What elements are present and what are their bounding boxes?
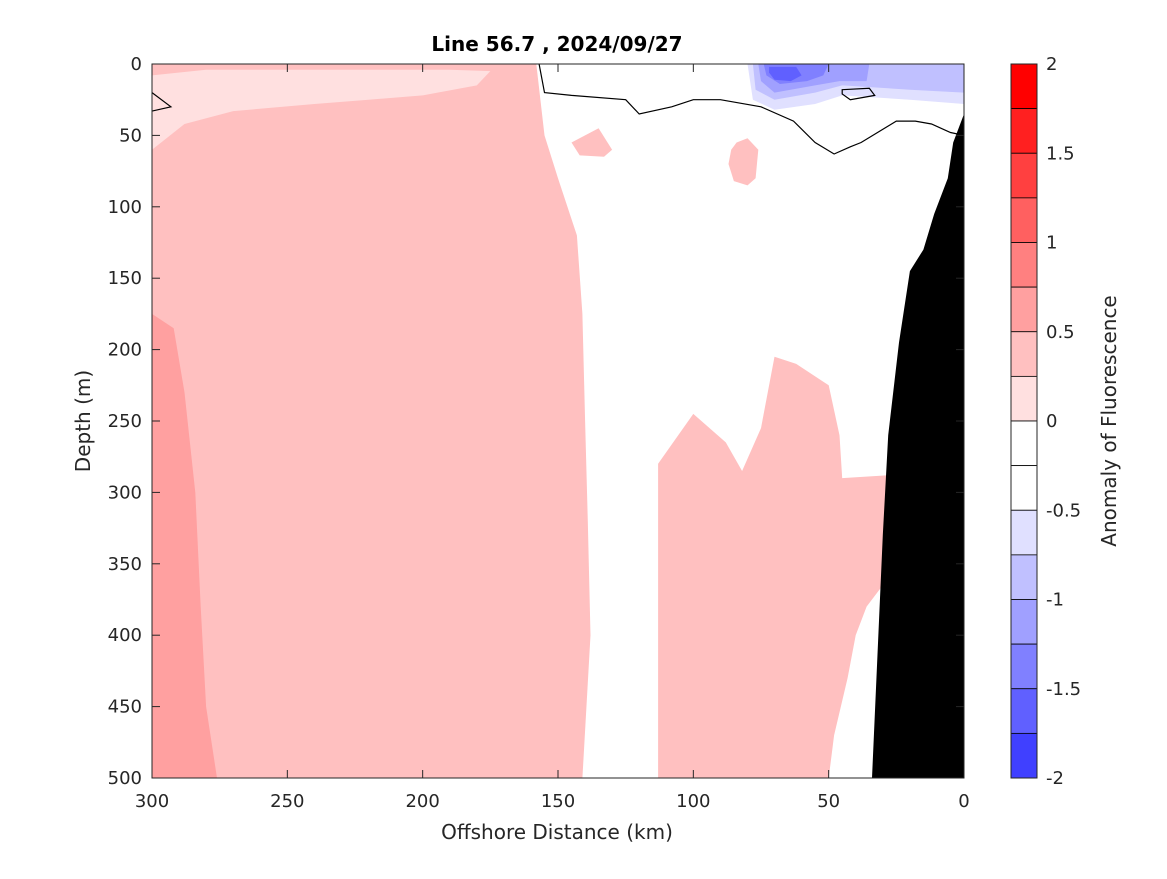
colorbar-segment: [1010, 599, 1038, 645]
colorbar-segment: [1010, 242, 1038, 288]
contour-region-4: [571, 128, 613, 157]
contour-lines: [152, 64, 964, 155]
x-tick-label: 300: [135, 791, 169, 812]
colorbar-tick-label: 1: [1046, 233, 1057, 254]
contour-region-12: [769, 66, 802, 82]
colorbar-segment: [1010, 732, 1038, 779]
y-axis-label: Depth (m): [71, 370, 95, 472]
x-tick-label: 200: [405, 791, 439, 812]
colorbar-segment: [1010, 197, 1038, 243]
colorbar-tick-label: 2: [1046, 54, 1057, 75]
colorbar-segment: [1010, 108, 1038, 154]
x-tick-label: 250: [270, 791, 304, 812]
colorbar-frame: [1010, 63, 1038, 779]
colorbar-segment: [1010, 420, 1038, 467]
colorbar-tick-label: -0.5: [1046, 500, 1081, 521]
colorbar-tick-label: -1: [1046, 590, 1064, 611]
x-axis-label: Offshore Distance (km): [441, 820, 673, 844]
colorbar-segment: [1010, 63, 1038, 110]
small-contour: [841, 87, 876, 101]
colorbar-segment: [1010, 465, 1038, 511]
colorbar-tick-label: 0.5: [1046, 322, 1075, 343]
y-tick-label: 400: [108, 625, 142, 646]
zero-contour-line: [538, 64, 964, 155]
x-tick-label: 50: [817, 791, 840, 812]
contour-region-0: [152, 64, 591, 778]
contour-region-3: [728, 138, 759, 186]
contour-region-2: [658, 356, 889, 778]
y-tick-label: 250: [108, 411, 142, 432]
colorbar-label: Anomaly of Fluorescence: [1097, 295, 1121, 546]
colorbar-segment: [1010, 375, 1038, 422]
y-tick-label: 350: [108, 554, 142, 575]
y-tick-label: 0: [131, 54, 142, 75]
x-tick-label: 150: [541, 791, 575, 812]
y-tick-label: 100: [108, 197, 142, 218]
contour-regions: [152, 64, 964, 778]
colorbar-tick-label: -1.5: [1046, 679, 1081, 700]
y-tick-label: 200: [108, 340, 142, 361]
x-tick-label: 0: [958, 791, 969, 812]
colorbar-segment: [1010, 509, 1038, 556]
colorbar-segment: [1010, 554, 1038, 600]
colorbar-segment: [1010, 152, 1038, 199]
y-tick-label: 500: [108, 768, 142, 789]
colorbar-tick-label: -2: [1046, 768, 1064, 789]
zero-contour-left: [152, 92, 173, 112]
x-tick-label: 100: [676, 791, 710, 812]
y-tick-label: 450: [108, 697, 142, 718]
y-tick-label: 150: [108, 268, 142, 289]
colorbar-segment: [1010, 286, 1038, 333]
contour-region-1: [152, 313, 217, 778]
y-tick-label: 300: [108, 482, 142, 503]
y-tick-label: 50: [119, 125, 142, 146]
chart-title: Line 56.7 , 2024/09/27: [431, 32, 682, 56]
x-axis: 300 250 200 150 100 50 0: [135, 64, 970, 812]
y-axis: 0 50 100 150 200 250 300 350 400 450 500: [108, 54, 964, 789]
colorbar: 2 1.5 1 0.5 0 -0.5 -1 -1.5 -2: [1010, 54, 1081, 789]
colorbar-segment: [1010, 688, 1038, 734]
colorbar-segment: [1010, 643, 1038, 690]
colorbar-tick-label: 1.5: [1046, 143, 1075, 164]
colorbar-segment: [1010, 331, 1038, 377]
contour-region-5: [152, 64, 491, 150]
land-mask: [872, 114, 964, 778]
contour-region-6: [558, 64, 726, 83]
colorbar-tick-label: 0: [1046, 411, 1057, 432]
